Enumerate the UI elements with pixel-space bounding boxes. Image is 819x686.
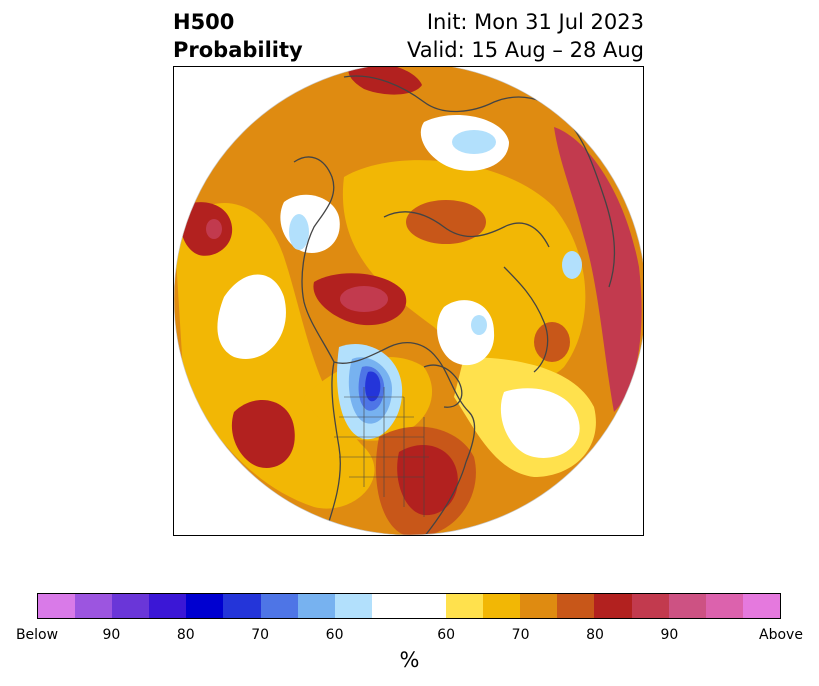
colorbar-segment: [149, 594, 187, 618]
probability-colorbar: [37, 593, 781, 619]
white-region-pacific: [217, 274, 286, 359]
colorbar-tick-label: 80: [176, 627, 195, 643]
colorbar-segment: [186, 594, 224, 618]
colorbar-segment: [75, 594, 113, 618]
above-normal-eastern-us-core: [397, 444, 458, 516]
colorbar-tick-label: 70: [511, 627, 530, 643]
colorbar-tick-label: 90: [102, 627, 121, 643]
yellow-region-arctic: [342, 160, 586, 380]
below-normal-arctic-region: [452, 130, 496, 154]
chart-title: H500 Probability: [173, 8, 303, 64]
colorbar-tick-label: 60: [325, 627, 344, 643]
colorbar-segment: [520, 594, 558, 618]
colorbar-tick-labels: Below 90 80 70 60 60 70 80 90 Above: [0, 627, 819, 647]
above-normal-siberia: [348, 67, 422, 95]
valid-period-label: Valid: 15 Aug – 28 Aug: [406, 38, 644, 62]
colorbar-segment: [594, 594, 632, 618]
above-normal-pacific-low: [231, 400, 295, 468]
colorbar-segment: [668, 594, 706, 618]
colorbar-segment: [705, 594, 743, 618]
colorbar-segment: [260, 594, 298, 618]
colorbar-unit-label: %: [399, 648, 420, 672]
above-normal-arctic-core: [340, 286, 388, 312]
colorbar-segment: [297, 594, 335, 618]
coastlines: [293, 75, 616, 535]
colorbar-tick-label: Below: [15, 627, 59, 643]
polar-map-frame: [173, 66, 644, 536]
above-normal-central-asia: [406, 200, 486, 244]
colorbar-tick-label: 80: [586, 627, 604, 643]
colorbar-segment: [742, 594, 780, 618]
colorbar-tick-label: 90: [660, 627, 679, 643]
colorbar-tick-label: 60: [437, 627, 456, 643]
colorbar-segment: [631, 594, 669, 618]
init-date-label: Init: Mon 31 Jul 2023: [426, 10, 644, 34]
date-info: Init: Mon 31 Jul 2023 Valid: 15 Aug – 28…: [407, 8, 644, 64]
colorbar-segment: [446, 594, 484, 618]
below-normal-alaska-region: [289, 214, 309, 250]
variable-label: H500: [173, 10, 235, 34]
above-normal-atlantic: [534, 322, 570, 362]
below-normal-peak-region: [365, 371, 381, 402]
colorbar-segment: [38, 594, 76, 618]
colorbar-segment: [334, 594, 372, 618]
colorbar-tick-label: Above: [759, 627, 803, 643]
state-borders: [334, 387, 429, 517]
colorbar-segment: [557, 594, 595, 618]
colorbar-segment: [223, 594, 261, 618]
colorbar-tick-label: 70: [251, 627, 270, 643]
product-label: Probability: [173, 38, 303, 62]
polar-probability-map: [174, 67, 643, 535]
above-normal-aleutians-core: [206, 219, 222, 239]
below-normal-greenland-region: [471, 315, 487, 335]
white-region-atlantic: [500, 388, 580, 458]
below-normal-scandinavia-region: [562, 251, 582, 279]
yellow-region-pacific: [174, 203, 375, 509]
above-normal-eurasia: [554, 127, 642, 412]
colorbar-segment: [483, 594, 521, 618]
colorbar-segment: [371, 594, 447, 618]
colorbar-segment: [112, 594, 150, 618]
